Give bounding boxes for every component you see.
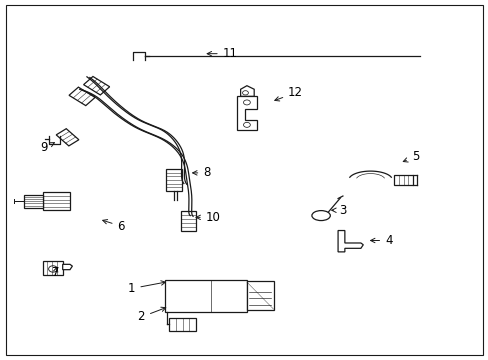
Ellipse shape (311, 211, 329, 221)
Bar (43, 193, 70, 210)
Text: 6: 6 (102, 220, 125, 233)
Bar (393, 175, 412, 185)
Text: 7: 7 (52, 266, 59, 279)
Text: 3: 3 (331, 204, 346, 217)
Polygon shape (337, 230, 363, 252)
Bar (169, 318, 196, 331)
Text: 8: 8 (192, 166, 210, 179)
Text: 1: 1 (128, 281, 165, 295)
Polygon shape (237, 96, 256, 130)
Text: 12: 12 (274, 86, 303, 101)
Polygon shape (240, 86, 254, 96)
Bar (181, 211, 196, 231)
Bar (24, 195, 43, 208)
Bar (164, 280, 246, 312)
Circle shape (243, 122, 250, 127)
Text: 5: 5 (403, 150, 418, 163)
Polygon shape (62, 264, 72, 270)
Circle shape (243, 100, 250, 105)
Polygon shape (56, 129, 79, 146)
Bar (166, 169, 182, 191)
Bar (246, 282, 273, 310)
Text: 4: 4 (370, 234, 392, 247)
Text: 11: 11 (207, 47, 237, 60)
Polygon shape (83, 76, 109, 95)
Polygon shape (69, 87, 95, 105)
Circle shape (242, 91, 248, 95)
Text: 10: 10 (196, 211, 220, 224)
Text: 9: 9 (41, 141, 54, 154)
Circle shape (48, 266, 57, 272)
Text: 2: 2 (137, 307, 165, 324)
Bar (43, 261, 62, 275)
